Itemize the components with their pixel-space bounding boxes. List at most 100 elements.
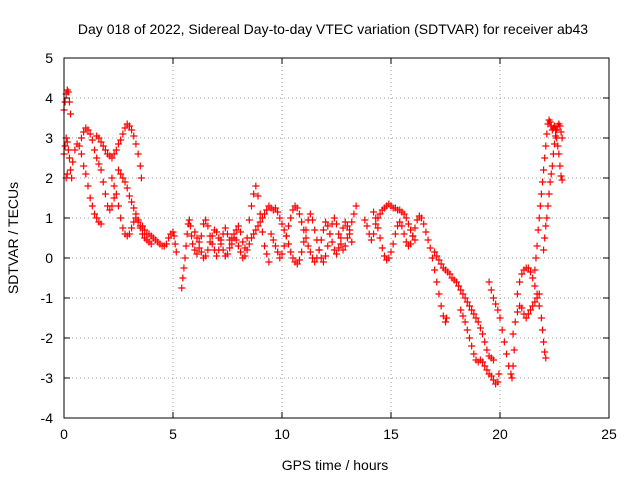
data-point	[541, 234, 549, 242]
data-point	[337, 240, 345, 248]
data-point	[99, 142, 107, 150]
data-point	[252, 182, 260, 190]
data-point	[533, 290, 541, 298]
data-point	[197, 232, 205, 240]
data-point	[67, 110, 75, 118]
data-point	[91, 146, 99, 154]
data-point	[115, 140, 122, 148]
data-point	[543, 130, 551, 138]
data-point	[170, 232, 178, 240]
data-point	[483, 366, 491, 374]
data-point	[557, 128, 565, 136]
data-point	[197, 248, 205, 256]
data-point	[226, 244, 234, 252]
data-point	[367, 236, 375, 244]
data-point	[470, 350, 478, 358]
data-point	[496, 314, 504, 322]
data-point	[413, 216, 421, 224]
data-point	[535, 302, 543, 310]
data-point	[376, 210, 384, 218]
data-point	[130, 204, 138, 212]
data-point	[271, 204, 279, 212]
data-point	[128, 198, 136, 206]
data-point	[269, 236, 277, 244]
data-point	[185, 216, 193, 224]
data-point	[180, 264, 188, 272]
data-point	[556, 162, 564, 170]
x-tick-label: 5	[169, 426, 177, 442]
data-point	[348, 218, 356, 226]
data-point	[128, 224, 136, 232]
data-point	[289, 206, 297, 214]
data-point	[108, 154, 116, 162]
data-point	[169, 228, 177, 236]
data-point	[311, 226, 319, 234]
data-point	[69, 158, 77, 166]
data-point	[200, 220, 208, 228]
data-point	[513, 290, 521, 298]
data-point	[542, 142, 550, 150]
data-point	[125, 122, 133, 130]
data-point	[186, 222, 194, 230]
data-point	[252, 226, 260, 234]
data-point	[529, 274, 537, 282]
data-point	[119, 174, 127, 182]
data-point	[99, 178, 107, 186]
data-point	[437, 302, 445, 310]
data-point	[531, 282, 539, 290]
data-point	[468, 342, 476, 350]
data-point	[309, 216, 317, 224]
plot-frame	[63, 57, 610, 419]
y-tick-label: -4	[41, 410, 54, 426]
data-point	[121, 178, 129, 186]
data-point	[398, 222, 406, 230]
data-point	[380, 252, 388, 260]
y-tick-label: -2	[41, 330, 54, 346]
data-point	[420, 220, 428, 228]
x-tick-label: 25	[601, 426, 617, 442]
data-point	[443, 314, 451, 322]
data-point	[65, 154, 73, 162]
data-point	[452, 278, 460, 286]
data-point	[182, 242, 190, 250]
data-point	[88, 202, 96, 210]
data-point	[479, 358, 487, 366]
data-point	[411, 236, 419, 244]
data-point	[64, 88, 72, 96]
data-point	[463, 298, 471, 306]
data-point	[333, 220, 340, 228]
data-point	[204, 222, 212, 230]
data-point	[343, 234, 351, 242]
data-point	[361, 216, 369, 224]
data-point	[112, 146, 120, 154]
data-point	[333, 250, 340, 258]
data-point	[61, 142, 69, 150]
data-point	[134, 218, 142, 226]
data-point	[280, 226, 288, 234]
data-point	[110, 150, 118, 158]
data-point	[217, 240, 225, 248]
data-point	[363, 222, 371, 230]
data-point	[250, 190, 258, 198]
data-point	[535, 214, 543, 222]
data-point	[193, 250, 201, 258]
data-point	[542, 354, 550, 362]
data-point	[97, 220, 105, 228]
data-point	[337, 234, 345, 242]
data-point	[234, 222, 242, 230]
data-point	[500, 338, 508, 346]
data-point	[319, 258, 327, 266]
data-point	[322, 252, 330, 260]
data-point	[407, 226, 415, 234]
data-point	[276, 214, 284, 222]
data-point	[402, 238, 410, 246]
data-point	[138, 222, 146, 230]
data-point	[527, 306, 535, 314]
data-point	[282, 232, 290, 240]
data-point	[348, 238, 356, 246]
data-point	[481, 362, 489, 370]
data-point	[254, 192, 262, 200]
data-point	[546, 178, 554, 186]
data-series-sdtvar	[60, 86, 566, 388]
